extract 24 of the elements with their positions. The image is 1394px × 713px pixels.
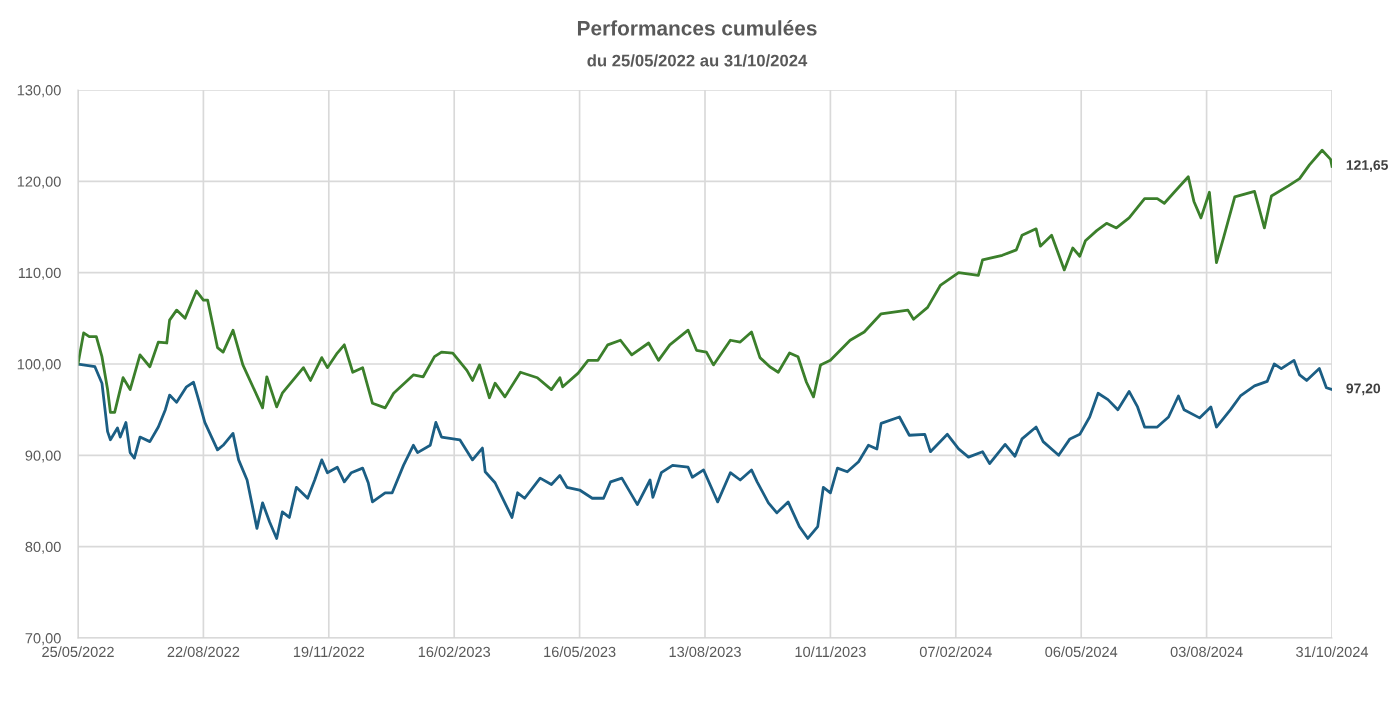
x-tick-label: 07/02/2024 [919, 646, 992, 658]
annotation: 121,65 [1346, 160, 1388, 173]
x-tick-label: 10/11/2023 [795, 646, 866, 658]
y-tick-label: 80,00 [25, 541, 61, 554]
line-series [78, 358, 1332, 540]
y-tick-label: 110,00 [18, 267, 61, 280]
x-tick-label: 16/02/2023 [418, 646, 491, 658]
x-tick-label: 13/08/2023 [669, 646, 741, 658]
line-series [78, 148, 1332, 414]
x-tick-label: 06/05/2024 [1045, 646, 1118, 658]
x-tick-label: 03/08/2024 [1170, 646, 1243, 658]
y-tick-label: 130,00 [17, 85, 61, 98]
y-tick-label: 70,00 [25, 633, 61, 646]
y-tick-label: 120,00 [17, 176, 61, 189]
x-tick-label: 22/08/2022 [167, 646, 240, 658]
chart-title: Performances cumulées [577, 20, 817, 36]
annotation: 97,20 [1346, 383, 1381, 396]
y-tick-label: 100,00 [17, 359, 61, 372]
x-tick-label: 25/05/2022 [42, 646, 114, 658]
x-tick-label: 31/10/2024 [1296, 646, 1369, 658]
chart-subtitle: du 25/05/2022 au 31/10/2024 [587, 54, 808, 67]
x-tick-label: 16/05/2023 [544, 646, 616, 658]
y-tick-label: 90,00 [25, 450, 61, 463]
x-tick-label: 19/11/2022 [293, 646, 365, 658]
